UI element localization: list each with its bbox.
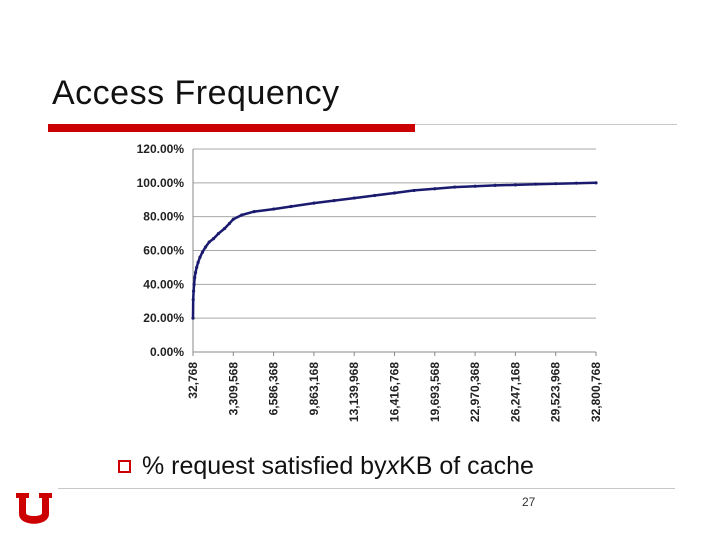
data-point xyxy=(231,217,235,221)
data-point xyxy=(193,275,197,280)
data-point xyxy=(392,191,397,195)
y-tick-label: 80.00% xyxy=(143,210,184,224)
data-point xyxy=(211,237,216,241)
data-point xyxy=(222,226,227,231)
x-tick-label: 22,970,368 xyxy=(468,362,482,422)
x-tick-label: 3,309,568 xyxy=(226,362,240,416)
chart-grid xyxy=(193,148,596,319)
x-tick-label: 26,247,168 xyxy=(508,362,522,422)
caption-variable: x xyxy=(386,452,400,480)
data-point xyxy=(196,260,200,264)
data-point xyxy=(207,240,211,244)
data-point xyxy=(594,181,598,185)
data-point xyxy=(216,231,221,236)
data-point xyxy=(312,201,316,205)
data-point xyxy=(554,182,558,186)
data-point xyxy=(473,184,477,188)
data-point xyxy=(574,181,578,185)
data-point xyxy=(452,185,457,189)
x-tick-label: 9,863,168 xyxy=(307,362,321,416)
x-tick-label: 32,768 xyxy=(186,362,200,399)
title-divider xyxy=(415,124,677,125)
data-point xyxy=(352,196,356,200)
y-axis-tick-labels: 0.00% 20.00% 40.00% 60.00% 80.00% 100.00% 120.… xyxy=(137,142,185,359)
x-tick-label: 29,523,968 xyxy=(549,362,563,422)
y-tick-label: 60.00% xyxy=(143,244,184,258)
data-point xyxy=(240,213,244,217)
u-block-logo-icon xyxy=(16,493,52,524)
y-tick-label: 120.00% xyxy=(137,142,185,156)
data-point xyxy=(513,183,518,187)
data-point xyxy=(193,270,198,275)
x-tick-label: 6,586,368 xyxy=(267,362,281,416)
x-tick-label: 16,416,768 xyxy=(388,362,402,422)
data-point xyxy=(191,297,195,302)
data-point xyxy=(192,282,196,286)
data-point xyxy=(200,250,205,254)
data-point xyxy=(332,198,336,203)
y-tick-label: 40.00% xyxy=(143,277,184,291)
page-number: 27 xyxy=(522,495,536,509)
data-point xyxy=(227,221,232,226)
data-point xyxy=(534,182,538,186)
title-accent-bar xyxy=(48,124,415,132)
data-point xyxy=(373,193,377,198)
y-tick-label: 100.00% xyxy=(137,176,185,190)
caption-prefix: % request satisfied by xyxy=(142,452,387,480)
x-tick-label: 32,800,768 xyxy=(589,362,603,422)
y-tick-label: 20.00% xyxy=(143,311,184,325)
data-point xyxy=(195,265,199,270)
footer-divider xyxy=(58,488,675,489)
y-tick-label: 0.00% xyxy=(150,345,184,359)
data-point xyxy=(252,209,256,214)
data-point xyxy=(191,289,196,293)
caption-suffix: KB of cache xyxy=(399,452,534,480)
data-point xyxy=(289,204,293,209)
x-axis-tick-labels: 32,768 3,309,568 6,586,368 9,863,168 13,139,… xyxy=(186,362,603,422)
caption-bullet: % request satisfied by x KB of cache xyxy=(118,452,534,481)
x-tick-label: 13,139,968 xyxy=(347,362,361,422)
data-point xyxy=(433,187,437,191)
chart-axes xyxy=(192,149,597,356)
hollow-square-bullet-icon xyxy=(118,460,131,473)
slide-title: Access Frequency xyxy=(52,74,340,112)
x-tick-label: 19,693,568 xyxy=(428,362,442,422)
chart-series xyxy=(191,181,598,320)
data-point xyxy=(203,245,208,249)
data-point xyxy=(198,255,202,259)
data-point xyxy=(272,207,276,211)
data-point xyxy=(412,188,416,193)
data-point xyxy=(191,316,195,320)
data-point xyxy=(493,183,497,187)
